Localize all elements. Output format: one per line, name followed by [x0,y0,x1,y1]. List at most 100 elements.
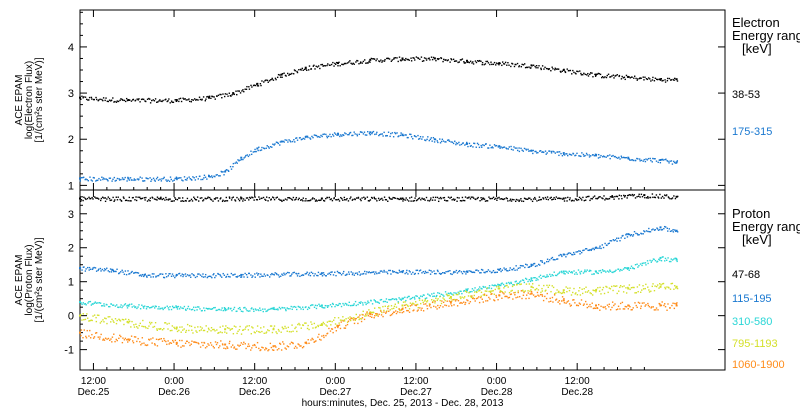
electron-point [497,146,500,148]
electron-point [468,142,471,145]
electron-point [110,99,113,101]
electron-point [662,79,664,82]
proton-point [335,274,337,277]
proton-point [263,326,265,328]
proton-point [323,307,326,309]
proton-point [250,274,252,276]
proton-point [359,317,361,320]
electron-point [544,66,546,69]
electron-point [79,177,81,180]
proton-point [662,282,665,285]
electron-point [86,179,88,181]
electron-point [450,141,452,143]
proton-point [627,304,630,307]
proton-point [467,299,469,302]
proton-point [493,198,496,200]
proton-point [398,269,401,272]
proton-point [375,314,378,317]
proton-point [304,273,306,275]
electron-point [666,159,668,162]
proton-point [136,272,138,274]
electron-point [646,159,649,161]
proton-point [167,199,170,201]
proton-point [671,197,674,199]
proton-point [134,199,136,201]
proton-point [498,294,501,297]
electron-point [532,152,534,155]
proton-point [157,308,159,310]
electron-point [192,176,194,178]
proton-point [323,273,325,276]
proton-point [443,199,446,201]
proton-point [292,342,294,345]
proton-point [497,299,499,301]
electron-point [557,151,559,153]
electron-point [631,159,634,161]
proton-point [574,198,577,200]
proton-point [155,338,158,341]
proton-point [395,271,397,274]
electron-point [191,179,193,181]
proton-point [584,248,587,250]
proton-point [184,308,187,311]
proton-point [562,299,565,302]
proton-point [322,307,325,309]
proton-point [630,309,632,311]
proton-point [122,271,124,273]
proton-point [362,272,365,275]
electron-point [206,96,208,98]
proton-point [465,291,468,293]
proton-point [412,200,414,202]
proton-point [267,274,269,277]
electron-point [546,152,548,154]
proton-point [215,343,218,346]
proton-point [406,199,409,201]
proton-point [559,253,562,256]
proton-point [258,347,260,350]
proton-point [676,260,678,263]
proton-point [671,304,673,307]
proton-point [126,305,128,307]
proton-point [560,270,563,273]
electron-point [498,63,500,66]
electron-point [104,178,106,180]
proton-point [437,200,440,203]
electron-point [259,149,261,152]
proton-point [637,234,639,236]
proton-point [124,270,127,272]
electron-point [223,95,226,98]
proton-point [530,263,533,266]
electron-point [157,101,159,103]
proton-point [240,196,242,198]
proton-point [449,295,452,298]
proton-point [467,271,469,273]
proton-point [86,317,89,319]
proton-point [153,273,155,275]
electron-point [458,141,460,144]
proton-point [541,287,543,290]
electron-point [602,155,605,157]
proton-point [228,342,231,345]
electron-point [624,78,626,81]
proton-point [530,289,532,291]
proton-point [383,311,385,313]
proton-point [204,347,207,349]
proton-point [377,272,380,274]
proton-point [392,298,394,300]
proton-point [485,270,487,273]
proton-point [339,319,342,321]
proton-point [645,304,647,306]
electron-point [108,177,111,179]
proton-point [297,343,299,345]
electron-point [197,99,199,101]
electron-point [142,180,145,182]
electron-point [190,101,193,103]
electron-point [495,64,497,66]
proton-point [312,272,314,275]
proton-point [141,197,144,200]
electron-point [153,179,156,181]
proton-point [161,340,164,342]
proton-point [638,234,640,236]
proton-point [271,272,273,275]
proton-point [409,197,411,199]
